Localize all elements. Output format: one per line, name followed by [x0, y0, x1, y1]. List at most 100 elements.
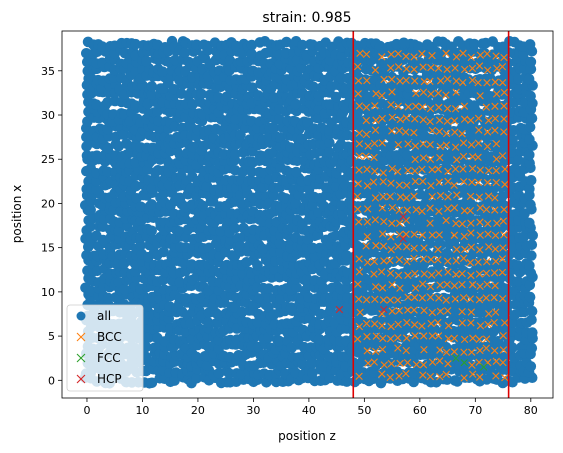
- point-all: [274, 113, 285, 125]
- point-all: [130, 266, 141, 277]
- point-all: [158, 246, 169, 258]
- point-all: [146, 199, 157, 210]
- y-tick-label: 25: [41, 153, 55, 166]
- point-all: [191, 39, 202, 51]
- x-tick-label: 0: [83, 404, 90, 417]
- point-all: [169, 375, 180, 386]
- point-all: [341, 376, 353, 387]
- y-tick-label: 15: [41, 242, 55, 255]
- point-all: [526, 112, 538, 124]
- point-all: [268, 190, 280, 201]
- point-all: [525, 199, 536, 210]
- point-all: [246, 39, 258, 51]
- point-all: [91, 150, 103, 161]
- point-all: [297, 39, 308, 51]
- point-all: [313, 333, 325, 345]
- point-all: [307, 367, 318, 379]
- y-tick-label: 30: [41, 109, 55, 122]
- point-all: [268, 122, 280, 134]
- legend-label-all: all: [97, 309, 111, 323]
- legend-label-fcc: FCC: [97, 351, 121, 365]
- point-all: [252, 260, 263, 271]
- point-all: [224, 368, 235, 379]
- point-all: [229, 223, 241, 234]
- point-all: [246, 166, 257, 177]
- point-all: [324, 147, 335, 158]
- point-all: [324, 99, 336, 110]
- point-all: [180, 65, 191, 77]
- legend-label-hcp: HCP: [97, 372, 122, 386]
- point-all: [274, 271, 285, 283]
- x-tick-label: 20: [191, 404, 205, 417]
- point-all: [524, 291, 536, 303]
- point-all: [186, 199, 198, 210]
- point-all: [174, 277, 186, 288]
- legend-marker-all: [76, 311, 86, 321]
- legend-label-bcc: BCC: [97, 330, 122, 344]
- point-all: [146, 225, 157, 237]
- point-all: [85, 285, 97, 297]
- point-all: [146, 89, 157, 100]
- point-all: [196, 88, 207, 100]
- x-axis-label: position z: [278, 429, 336, 443]
- x-tick-label: 50: [357, 404, 371, 417]
- point-all: [524, 121, 536, 133]
- point-all: [291, 282, 303, 294]
- point-all: [102, 166, 113, 178]
- point-all: [525, 361, 537, 372]
- point-all: [169, 54, 181, 66]
- x-tick-label: 40: [302, 404, 316, 417]
- y-axis-label: position x: [10, 185, 24, 243]
- point-all: [291, 54, 303, 66]
- x-tick-label: 70: [468, 404, 482, 417]
- point-all: [85, 221, 96, 232]
- point-all: [146, 183, 158, 194]
- point-all: [523, 73, 535, 85]
- point-all: [174, 192, 186, 204]
- point-all: [285, 302, 297, 313]
- y-tick-label: 35: [41, 65, 55, 78]
- point-all: [524, 134, 535, 145]
- point-all: [191, 373, 202, 384]
- point-all: [524, 149, 535, 161]
- point-all: [324, 137, 335, 148]
- y-tick-label: 10: [41, 286, 55, 299]
- point-all: [526, 239, 538, 251]
- point-all: [330, 181, 342, 192]
- point-all: [197, 200, 209, 212]
- point-all: [257, 243, 269, 255]
- point-all: [336, 200, 347, 211]
- point-all: [290, 98, 302, 110]
- point-all: [524, 260, 535, 271]
- point-all: [140, 341, 152, 353]
- point-all: [252, 317, 263, 328]
- point-all: [280, 47, 292, 59]
- point-all: [135, 201, 147, 213]
- point-all: [307, 357, 319, 369]
- point-all: [275, 293, 286, 305]
- point-all: [525, 56, 537, 68]
- point-all: [179, 47, 191, 58]
- point-all: [525, 90, 536, 102]
- point-all: [268, 92, 280, 103]
- point-all: [153, 115, 164, 127]
- x-tick-label: 60: [413, 404, 427, 417]
- point-all: [246, 48, 257, 60]
- x-tick-label: 10: [135, 404, 149, 417]
- point-all: [341, 250, 353, 261]
- point-all: [525, 175, 537, 186]
- x-tick-label: 80: [524, 404, 538, 417]
- point-all: [146, 81, 158, 92]
- point-all: [290, 166, 302, 178]
- point-all: [102, 124, 114, 135]
- point-all: [526, 342, 538, 354]
- point-all: [308, 81, 319, 93]
- point-all: [141, 55, 152, 67]
- point-all: [524, 217, 535, 229]
- y-tick-label: 20: [41, 197, 55, 210]
- point-all: [97, 41, 108, 52]
- chart-title: strain: 0.985: [262, 10, 351, 26]
- point-all: [91, 184, 102, 195]
- point-all: [526, 250, 537, 261]
- point-all: [263, 283, 275, 294]
